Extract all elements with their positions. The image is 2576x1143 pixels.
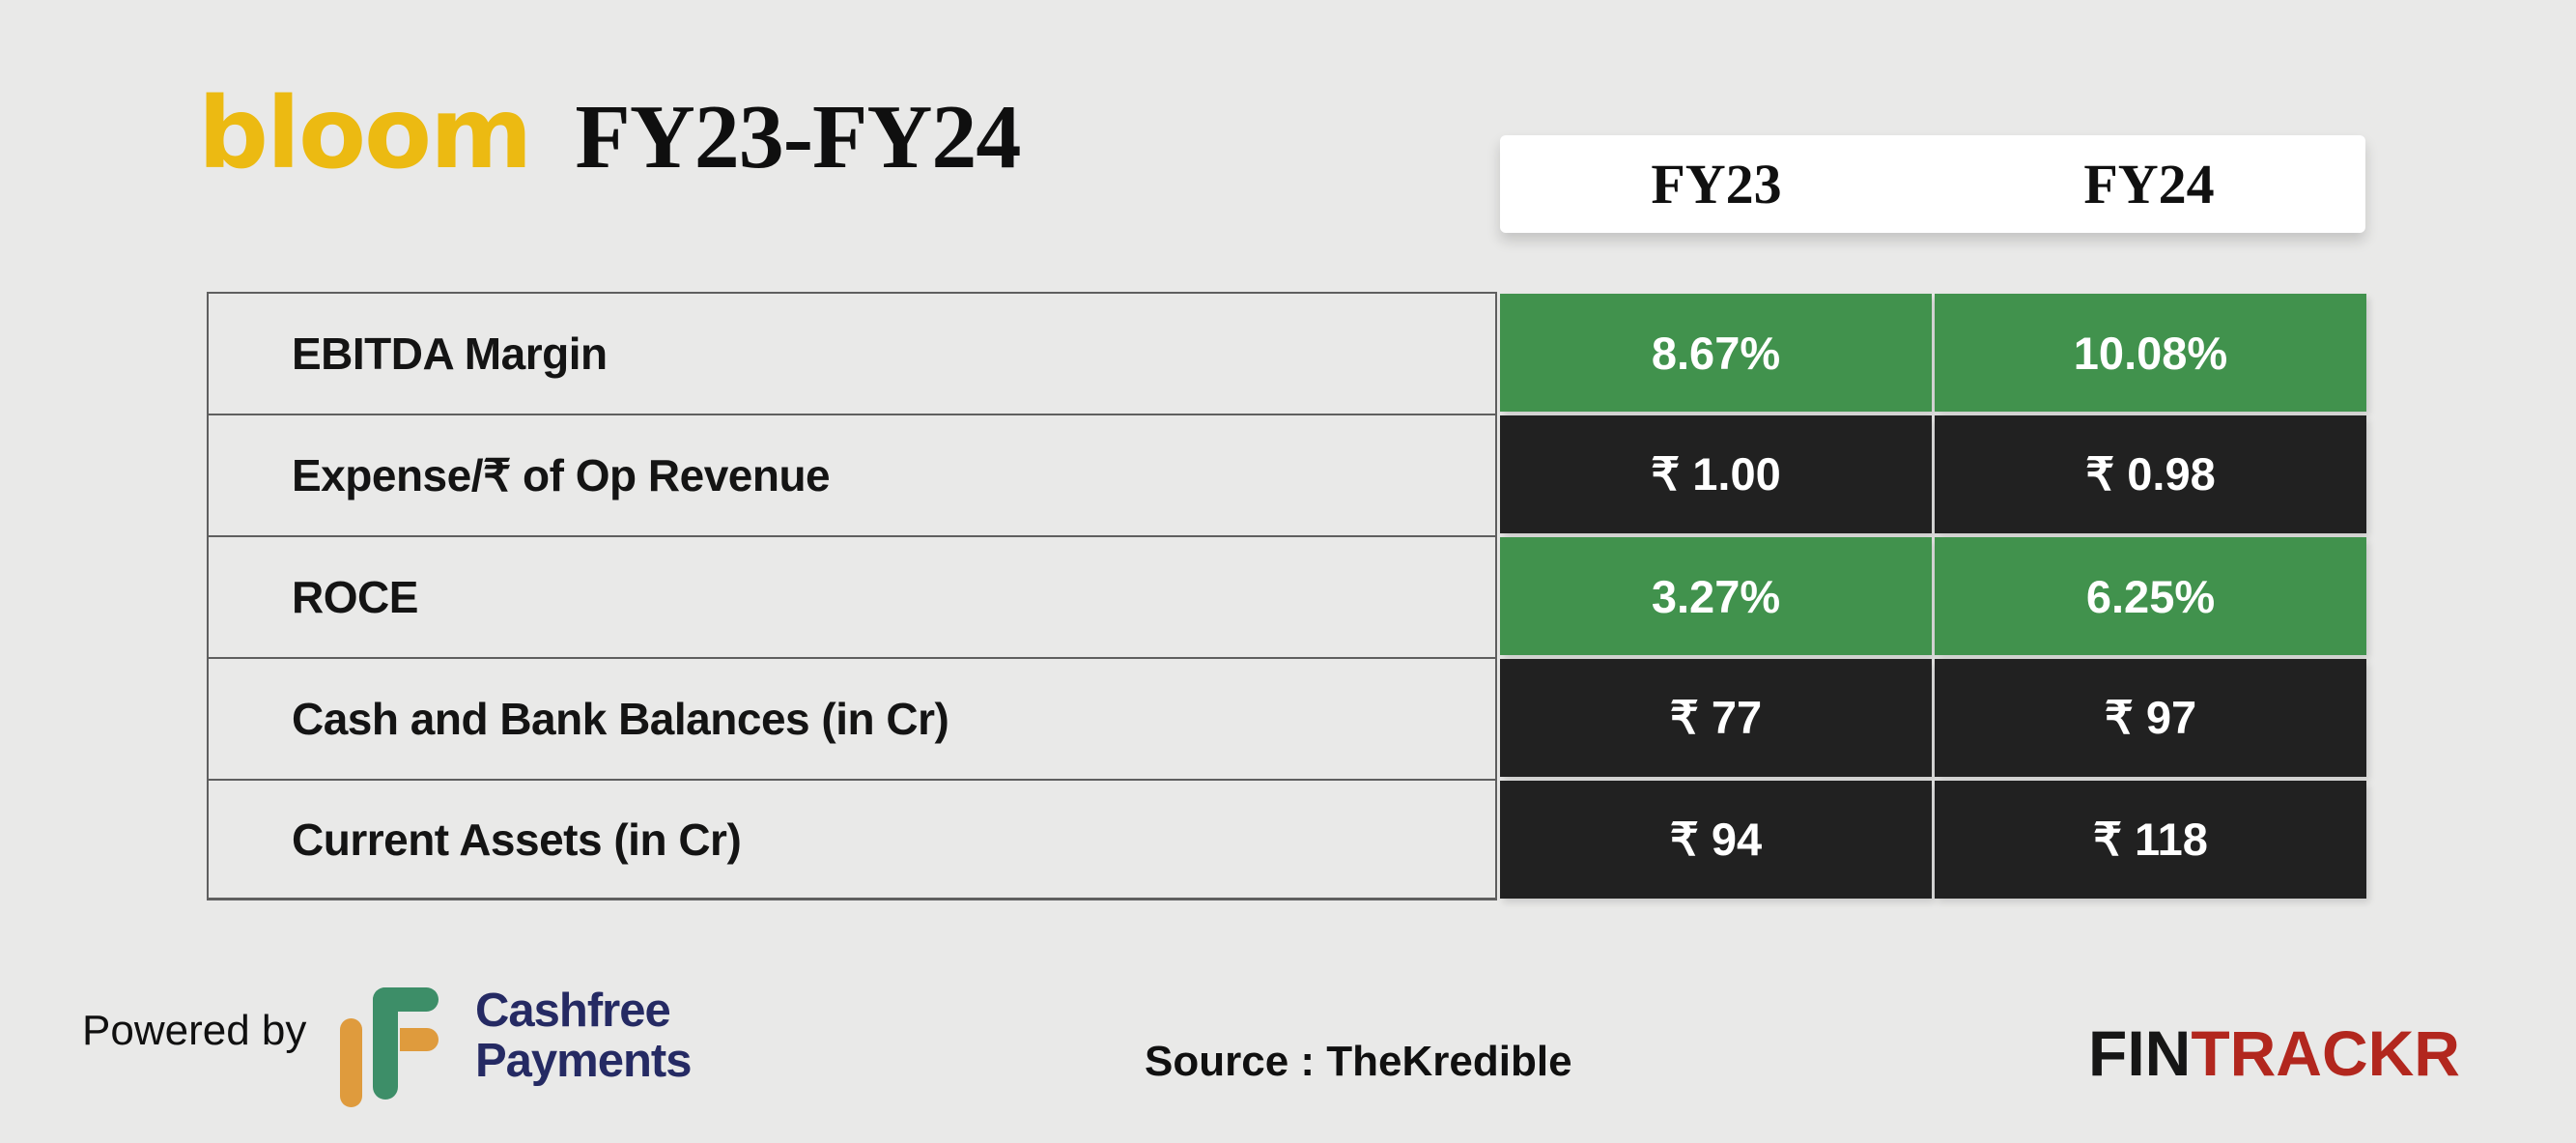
fy23-value: 3.27% [1500,537,1932,655]
fintrackr-logo: FINTRACKR [2088,1016,2460,1090]
table-row-expense-per-rupee: Expense/₹ of Op Revenue ₹ 1.00 ₹ 0.98 [207,414,2366,535]
fy24-value: ₹ 97 [1935,659,2366,777]
page-title: FY23-FY24 [575,87,1021,187]
fy24-value: ₹ 118 [1935,781,2366,899]
fintrackr-trackr-text: TRACKR [2191,1017,2460,1089]
cashfree-icon-orange-arm [400,1028,439,1051]
cashfree-wordmark: Cashfree Payments [475,985,693,1087]
row-label: Expense/₹ of Op Revenue [207,414,1497,535]
fintrackr-fin-text: FIN [2088,1017,2192,1089]
cashfree-payments-logo: Cashfree Payments [340,984,726,1109]
fy23-value: 8.67% [1500,294,1932,412]
cashfree-line2: Payments [475,1035,693,1087]
row-label: ROCE [207,535,1497,657]
table-row-ebitda-margin: EBITDA Margin 8.67% 10.08% [207,292,2366,414]
bloom-logo: bloom [198,76,532,191]
source-note: Source : TheKredible [1145,1038,1572,1085]
year-header-fy24: FY24 [2083,153,2215,215]
table-row-current-assets: Current Assets (in Cr) ₹ 94 ₹ 118 [207,779,2366,900]
metric-table: EBITDA Margin 8.67% 10.08% Expense/₹ of … [207,292,2366,900]
year-header-fy23: FY23 [1651,153,1782,215]
brand-row: bloom FY23-FY24 [198,76,1021,191]
cashfree-icon-orange-bar [340,1018,362,1107]
year-header: FY23 FY24 [1500,135,2365,233]
fy24-value: 10.08% [1935,294,2366,412]
powered-by-label: Powered by [82,1007,307,1054]
fy23-value: ₹ 1.00 [1500,415,1932,533]
cashfree-line1: Cashfree [475,985,671,1037]
row-label: Current Assets (in Cr) [207,779,1497,900]
fy23-value: ₹ 94 [1500,781,1932,899]
fy23-value: ₹ 77 [1500,659,1932,777]
row-label: Cash and Bank Balances (in Cr) [207,657,1497,779]
table-row-roce: ROCE 3.27% 6.25% [207,535,2366,657]
fy24-value: ₹ 0.98 [1935,415,2366,533]
row-label: EBITDA Margin [207,292,1497,414]
table-row-cash-bank-balances: Cash and Bank Balances (in Cr) ₹ 77 ₹ 97 [207,657,2366,779]
cashfree-icon-green-arm [373,987,439,1012]
cashfree-flag-icon [340,987,439,1107]
fy24-value: 6.25% [1935,537,2366,655]
